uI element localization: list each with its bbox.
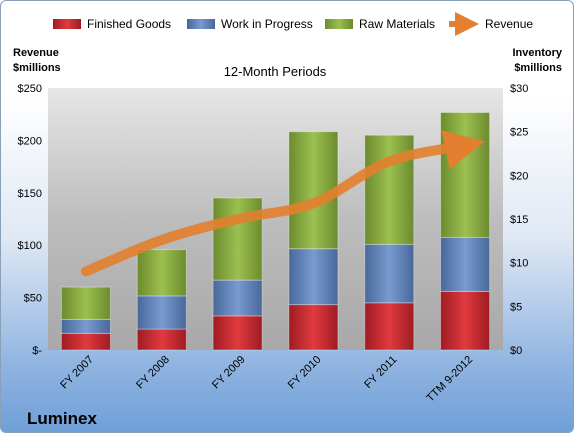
revenue-point-2 [161, 240, 162, 241]
legend-swatch-work-in-progress [187, 19, 215, 29]
bar-finished-goods-6 [440, 291, 491, 351]
left-tick-label: $150 [18, 188, 42, 200]
revenue-point-1 [85, 271, 86, 272]
category-label-3: FY 2009 [210, 354, 248, 392]
right-axis-ticks: $0 $5 $10 $15 $20 $25 $30 [510, 83, 528, 357]
plot-area [48, 88, 503, 350]
legend-label-raw-materials: Raw Materials [359, 17, 435, 31]
revenue-point-4 [313, 203, 314, 204]
bar-work-in-progress-1 [60, 318, 111, 334]
bar-work-in-progress-5 [364, 243, 415, 304]
left-tick-label: $250 [18, 83, 42, 95]
left-axis-title-line2: $millions [13, 62, 61, 74]
revenue-point-6 [465, 145, 466, 146]
legend-label-revenue: Revenue [485, 17, 533, 31]
category-label-2: FY 2008 [134, 354, 172, 392]
bar-raw-materials-6 [440, 112, 491, 238]
revenue-line [80, 130, 485, 277]
legend-label-work-in-progress: Work in Progress [221, 17, 313, 31]
bar-finished-goods-5 [364, 302, 415, 351]
bar-raw-materials-1 [60, 286, 111, 320]
bar-work-in-progress-2 [136, 295, 187, 330]
category-label-6: TTM 9-2012 [424, 354, 475, 405]
right-tick-label: $25 [510, 127, 528, 139]
legend-swatch-finished-goods [53, 19, 81, 29]
bars-group [60, 112, 491, 351]
bar-work-in-progress-6 [440, 236, 491, 292]
bar-work-in-progress-3 [212, 279, 263, 317]
right-tick-label: $10 [510, 258, 528, 270]
category-label-1: FY 2007 [58, 354, 96, 392]
left-tick-label: $100 [18, 240, 42, 252]
bar-finished-goods-3 [212, 315, 263, 351]
revenue-line-group [80, 130, 485, 277]
bar-work-in-progress-4 [288, 248, 339, 306]
right-tick-label: $20 [510, 170, 528, 182]
category-label-5: FY 2011 [362, 354, 399, 391]
left-tick-label: $50 [24, 293, 42, 305]
right-axis-title-line1: Inventory [512, 47, 562, 59]
bar-raw-materials-2 [136, 249, 187, 297]
legend: Finished Goods Work in Progress Raw Mate… [53, 12, 533, 36]
revenue-point-5 [389, 161, 390, 162]
bar-finished-goods-2 [136, 328, 187, 351]
right-tick-label: $5 [510, 301, 522, 313]
left-tick-label: $- [32, 345, 42, 357]
revenue-point-3 [237, 219, 238, 220]
chart-subtitle: 12-Month Periods [224, 64, 327, 79]
bar-finished-goods-4 [288, 304, 339, 351]
right-tick-label: $0 [510, 345, 522, 357]
bar-raw-materials-3 [212, 197, 263, 281]
left-axis-title-line1: Revenue [13, 47, 59, 59]
x-axis-ticks: FY 2007 FY 2008 FY 2009 FY 2010 FY 2011 TTM 9… [58, 354, 475, 405]
right-axis-title-line2: $millions [514, 62, 562, 74]
category-label-4: FY 2010 [286, 354, 324, 392]
company-name: Luminex [27, 409, 97, 428]
left-tick-label: $200 [18, 135, 42, 147]
legend-label-finished-goods: Finished Goods [87, 17, 171, 31]
bar-finished-goods-1 [60, 332, 111, 351]
legend-swatch-raw-materials [325, 19, 353, 29]
left-axis-ticks: $- $50 $100 $150 $200 $250 [18, 83, 43, 357]
right-tick-label: $15 [510, 214, 528, 226]
right-tick-label: $30 [510, 83, 528, 95]
